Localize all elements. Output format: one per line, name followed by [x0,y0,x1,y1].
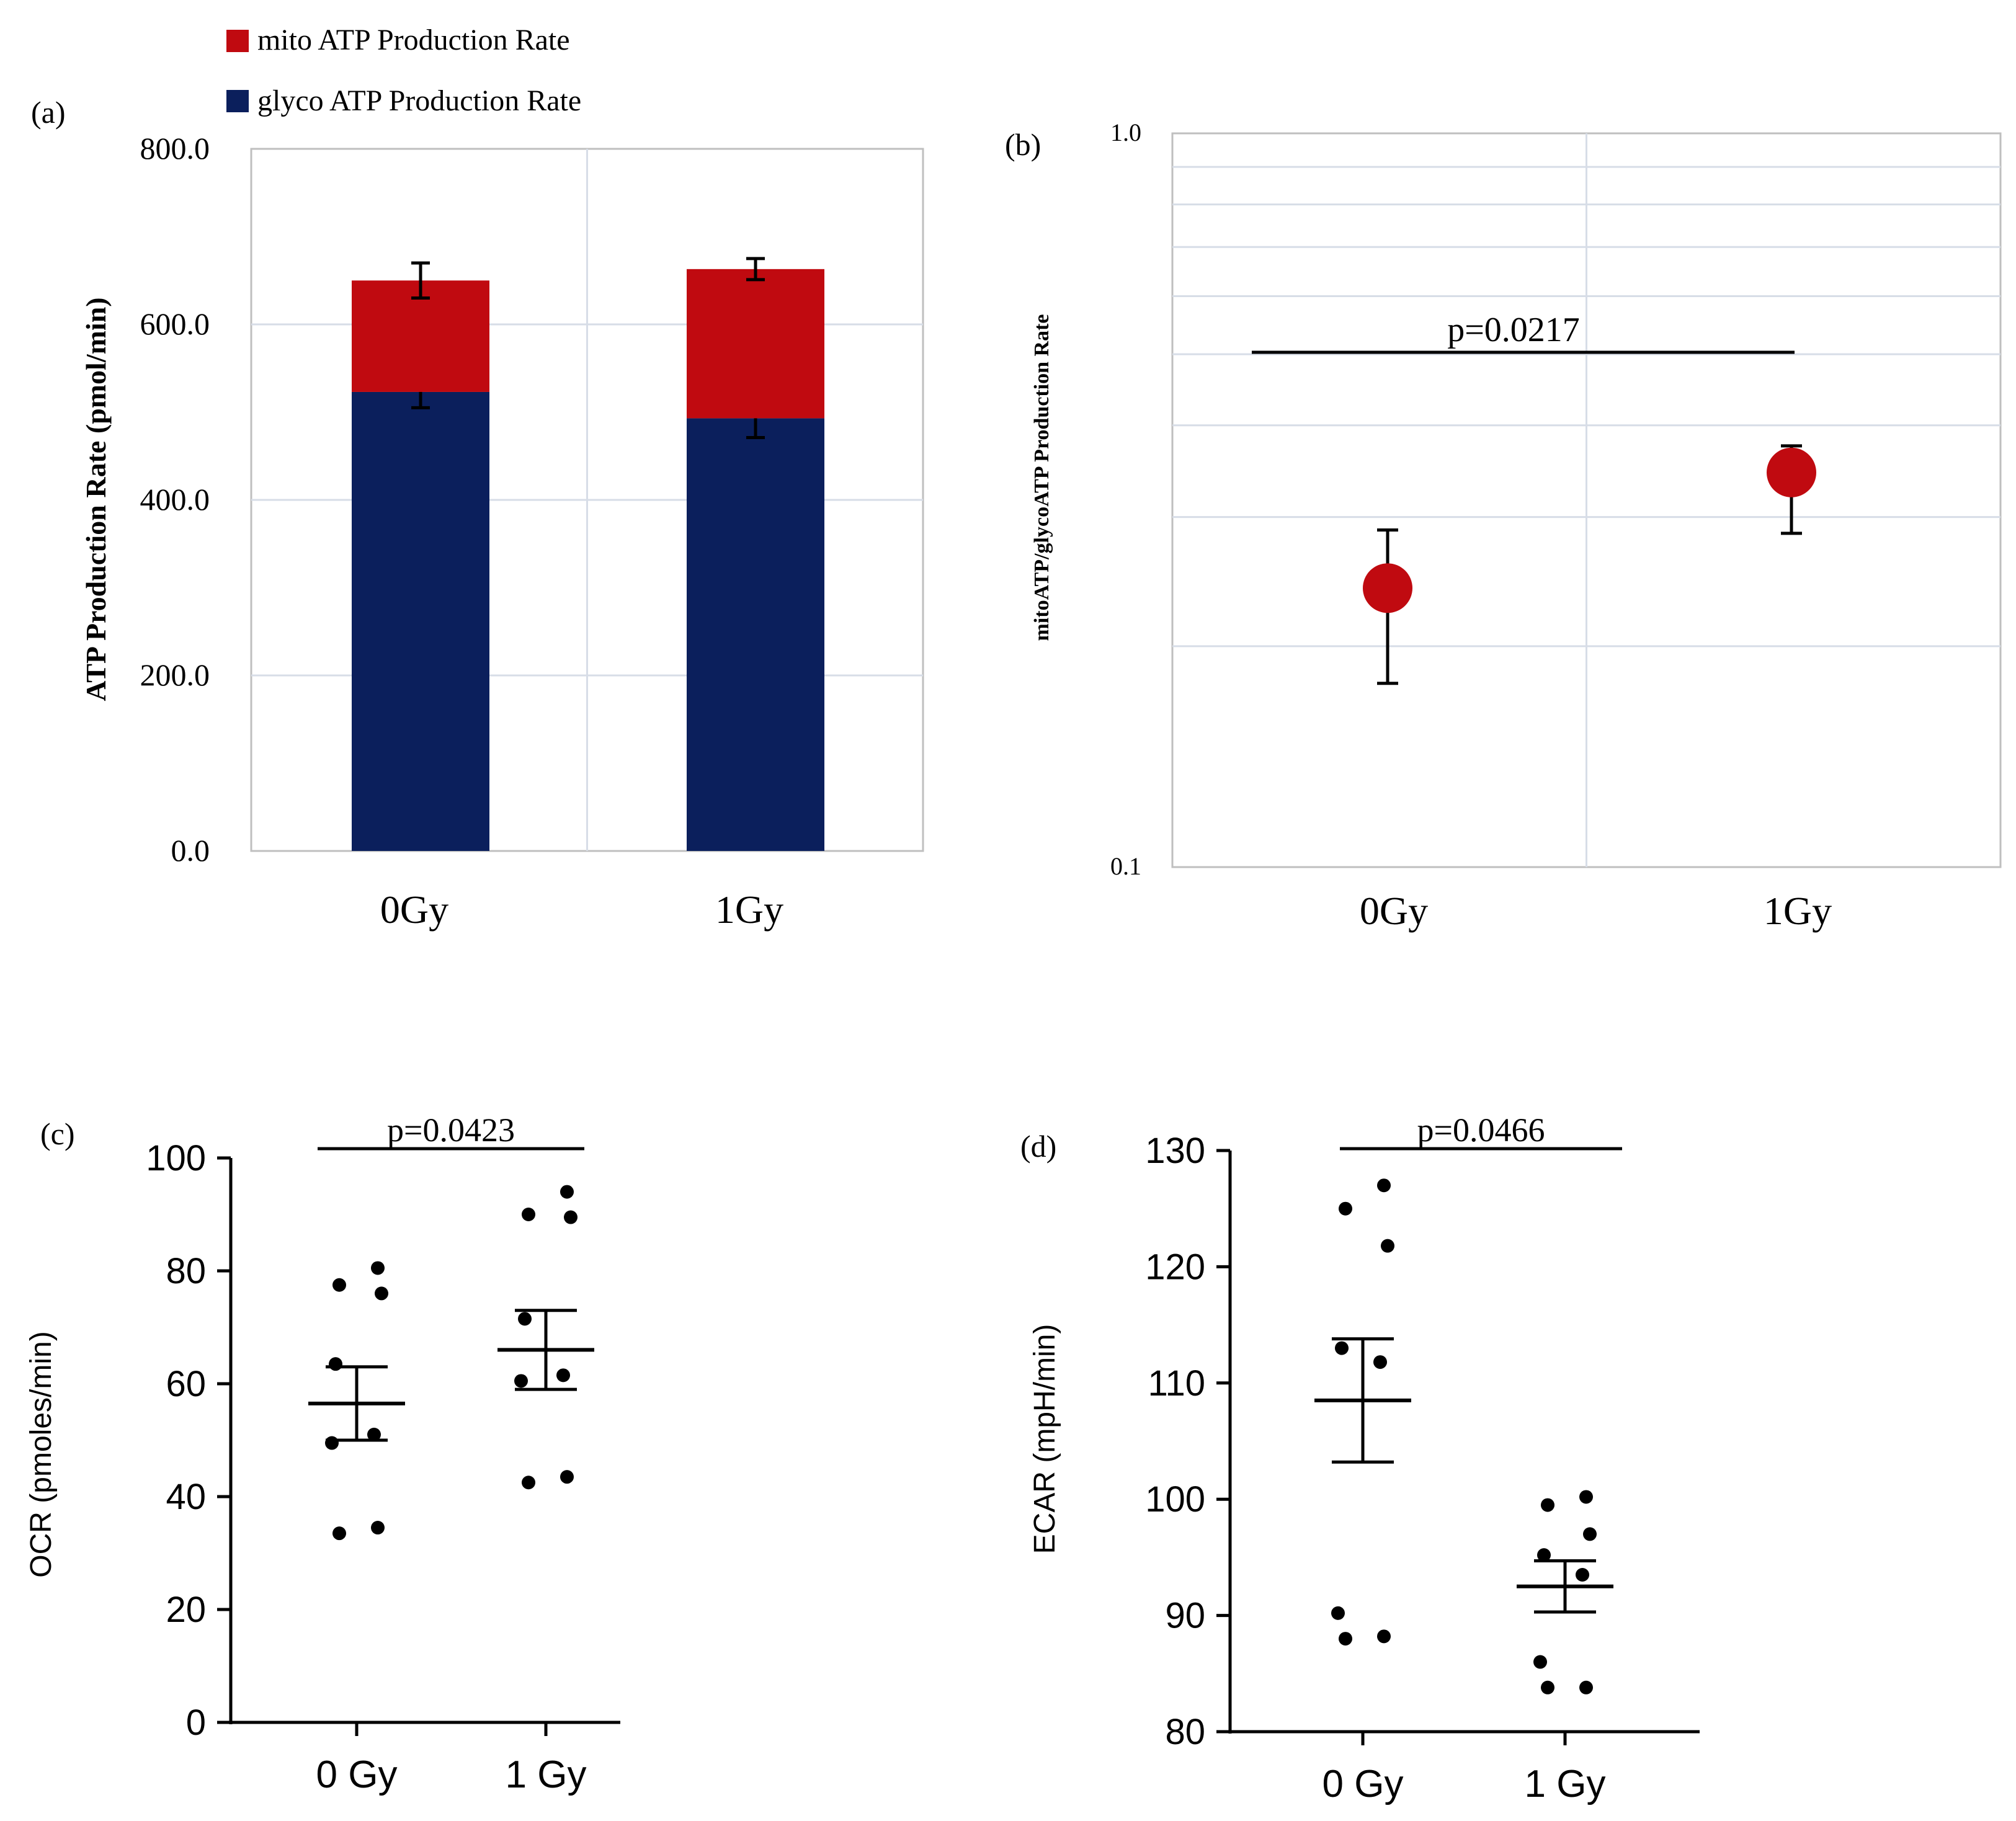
data-point [518,1312,532,1326]
data-point [371,1521,385,1535]
ratio-point [1767,447,1816,497]
data-point [1541,1680,1554,1694]
p-value-annotation: p=0.0217 [1447,311,1580,349]
data-point [1339,1632,1352,1646]
y-tick-label: 130 [1145,1131,1205,1171]
y-tick-label: 120 [1145,1247,1205,1287]
panel-a-y-tick-label: 200.0 [140,657,210,692]
data-point [1377,1629,1391,1644]
data-point [1583,1527,1597,1541]
glyco-bar [687,418,824,851]
panel-c-chart: (c) OCR (pmoles/min) 0 20 40 60 80 100 0 Gy 1 G… [25,1111,620,1796]
x-tick-label: 1Gy [1764,889,1832,933]
data-point [332,1278,346,1292]
data-point [1541,1498,1554,1512]
panel-c-y-axis-title: OCR (pmoles/min) [25,1331,58,1577]
p-value-annotation: p=0.0423 [387,1111,515,1149]
data-point [1373,1355,1387,1369]
data-point [1377,1178,1391,1193]
panel-b-label: (b) [1005,127,1041,162]
data-point [1339,1201,1352,1216]
data-point [332,1526,346,1541]
panel-b-y-axis-title-line1: mitoATP/glycoATP Production Rate [1030,314,1053,641]
legend-glyco-label: glyco ATP Production Rate [257,84,581,117]
panel-a-y-axis-title: ATP Production Rate (pmol/min) [80,297,112,701]
panel-d-chart: (d) ECAR (mpH/min) 80 90 100 110 120 130 0 Gy 1… [1020,1111,1700,1805]
y-tick-label: 0 [186,1703,206,1743]
data-point [1579,1490,1593,1504]
panel-c-label: (c) [40,1116,75,1151]
mito-bar [687,269,824,419]
data-point [556,1368,570,1382]
y-tick-label: 80 [166,1251,206,1291]
y-tick-label: 80 [1165,1712,1205,1752]
data-point [325,1436,339,1450]
y-tick-label: 110 [1148,1363,1205,1404]
ratio-point [1363,563,1412,613]
panel-a-label: (a) [31,95,66,130]
data-point [522,1476,535,1490]
data-point [1533,1655,1547,1669]
y-tick-label: 40 [166,1477,206,1517]
x-tick-label: 1Gy [715,888,783,932]
x-tick-label: 1 Gy [1525,1763,1606,1805]
data-point [1381,1239,1394,1253]
panel-a-chart: (a) mito ATP Production Rate glyco ATP P… [31,24,924,932]
x-tick-label: 0 Gy [1322,1763,1404,1805]
y-tick-label: 100 [1145,1479,1205,1520]
panel-d-y-axis-title: ECAR (mpH/min) [1028,1324,1061,1554]
data-point [367,1427,381,1441]
p-value-annotation: p=0.0466 [1417,1111,1545,1149]
data-point [1579,1680,1593,1694]
data-point [1335,1341,1349,1355]
legend-mito-swatch [226,30,249,52]
y-tick-label: 100 [146,1138,206,1178]
legend-mito-label: mito ATP Production Rate [257,24,570,56]
x-tick-label: 1 Gy [506,1753,587,1796]
panel-a-y-tick-label: 800.0 [140,131,210,166]
data-point [1576,1568,1589,1582]
x-tick-label: 0Gy [1360,889,1428,933]
glyco-bar [352,391,489,851]
legend-glyco-swatch [226,90,249,112]
panel-b-chart: (b) mitoATP/glycoATP Production Rate 1.0… [1005,118,2002,933]
data-point [1331,1606,1345,1620]
x-tick-label: 0 Gy [316,1753,398,1796]
data-point [560,1470,574,1484]
data-point [522,1208,535,1221]
data-point [514,1374,528,1388]
data-point [371,1261,385,1275]
y-tick-label: 60 [166,1364,206,1404]
panel-b-y-tick-label: 0.1 [1110,852,1141,880]
data-point [560,1185,574,1199]
data-point [1537,1548,1551,1562]
data-point [564,1210,578,1224]
panel-a-y-tick-label: 600.0 [140,306,210,341]
data-point [329,1357,342,1371]
y-tick-label: 20 [166,1590,206,1630]
panel-a-y-tick-label: 400.0 [140,482,210,517]
x-tick-label: 0Gy [380,888,448,932]
y-tick-label: 90 [1165,1596,1205,1636]
panel-b-y-tick-label: 1.0 [1110,118,1141,146]
panel-a-y-tick-label: 0.0 [171,833,210,868]
data-point [375,1286,388,1301]
panel-d-label: (d) [1020,1129,1056,1164]
